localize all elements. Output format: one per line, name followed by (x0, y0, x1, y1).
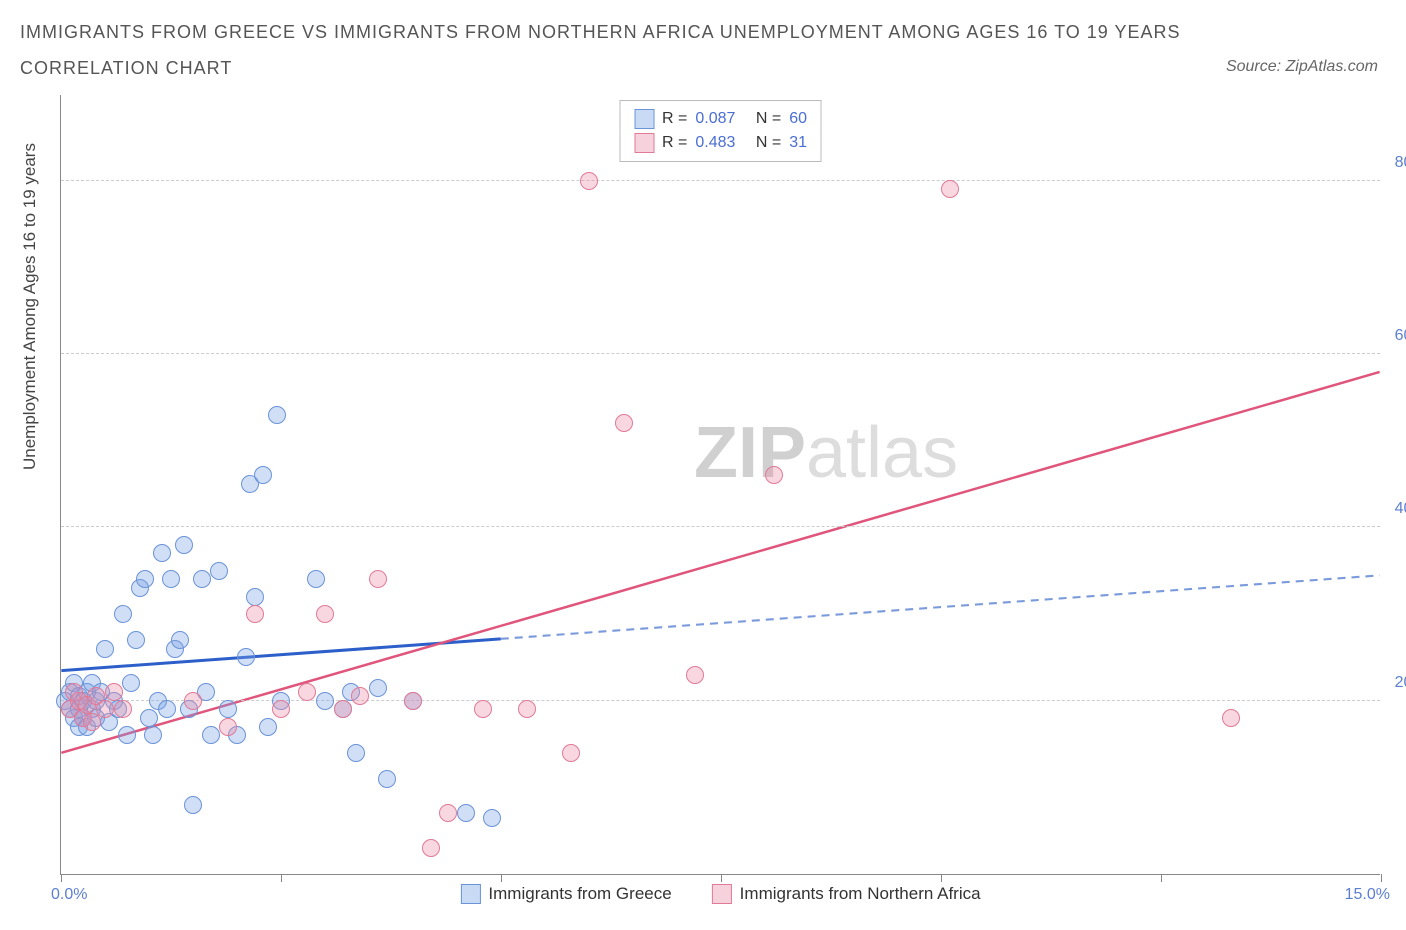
chart-title-line2: CORRELATION CHART (20, 58, 232, 79)
stats-swatch-series1 (634, 109, 654, 129)
data-point-greece (210, 562, 228, 580)
stats-N-value-series2: 31 (789, 131, 807, 155)
y-axis-tick-label: 20.0% (1395, 674, 1406, 692)
data-point-northern-africa (474, 700, 492, 718)
data-point-northern-africa (96, 700, 114, 718)
x-axis-tick (1381, 874, 1382, 882)
data-point-greece (114, 605, 132, 623)
legend-label-series2: Immigrants from Northern Africa (740, 884, 981, 904)
data-point-greece (316, 692, 334, 710)
data-point-northern-africa (272, 700, 290, 718)
data-point-greece (307, 570, 325, 588)
data-point-greece (254, 466, 272, 484)
data-point-northern-africa (686, 666, 704, 684)
y-axis-tick-label: 40.0% (1395, 500, 1406, 518)
x-axis-tick (941, 874, 942, 882)
data-point-northern-africa (246, 605, 264, 623)
grid-line (61, 700, 1380, 701)
data-point-greece (184, 796, 202, 814)
data-point-greece (144, 726, 162, 744)
data-point-greece (237, 648, 255, 666)
source-attribution: Source: ZipAtlas.com (1226, 58, 1378, 76)
data-point-northern-africa (184, 692, 202, 710)
data-point-northern-africa (334, 700, 352, 718)
data-point-northern-africa (580, 172, 598, 190)
stats-R-label: R = (662, 107, 687, 131)
data-point-northern-africa (941, 180, 959, 198)
stats-R-label: R = (662, 131, 687, 155)
stats-row-series2: R = 0.483 N = 31 (634, 131, 807, 155)
stats-R-value-series2: 0.483 (695, 131, 735, 155)
data-point-greece (136, 570, 154, 588)
data-point-greece (378, 770, 396, 788)
watermark: ZIPatlas (694, 412, 958, 494)
x-axis-tick (721, 874, 722, 882)
x-axis-max-label: 15.0% (1345, 886, 1390, 904)
data-point-greece (347, 744, 365, 762)
x-axis-tick (61, 874, 62, 882)
data-point-greece (127, 631, 145, 649)
data-point-northern-africa (105, 683, 123, 701)
grid-line (61, 353, 1380, 354)
x-axis-tick (281, 874, 282, 882)
x-axis-min-label: 0.0% (51, 886, 87, 904)
chart-title-line1: IMMIGRANTS FROM GREECE VS IMMIGRANTS FRO… (20, 22, 1181, 43)
legend: Immigrants from Greece Immigrants from N… (460, 884, 980, 904)
data-point-northern-africa (615, 414, 633, 432)
x-axis-tick (1161, 874, 1162, 882)
data-point-northern-africa (422, 839, 440, 857)
data-point-greece (122, 674, 140, 692)
data-point-northern-africa (369, 570, 387, 588)
data-point-northern-africa (404, 692, 422, 710)
data-point-greece (483, 809, 501, 827)
data-point-northern-africa (765, 466, 783, 484)
data-point-greece (246, 588, 264, 606)
data-point-northern-africa (439, 804, 457, 822)
grid-line (61, 180, 1380, 181)
data-point-greece (202, 726, 220, 744)
data-point-greece (140, 709, 158, 727)
watermark-light: atlas (806, 413, 958, 493)
data-point-northern-africa (351, 687, 369, 705)
data-point-northern-africa (298, 683, 316, 701)
data-point-greece (268, 406, 286, 424)
data-point-northern-africa (219, 718, 237, 736)
legend-swatch-series1 (460, 884, 480, 904)
data-point-greece (219, 700, 237, 718)
data-point-greece (162, 570, 180, 588)
legend-item-series1: Immigrants from Greece (460, 884, 671, 904)
data-point-northern-africa (114, 700, 132, 718)
data-point-greece (259, 718, 277, 736)
legend-swatch-series2 (712, 884, 732, 904)
data-point-greece (171, 631, 189, 649)
data-point-greece (175, 536, 193, 554)
data-point-northern-africa (316, 605, 334, 623)
data-point-northern-africa (562, 744, 580, 762)
stats-N-label: N = (756, 107, 781, 131)
legend-label-series1: Immigrants from Greece (488, 884, 671, 904)
data-point-northern-africa (518, 700, 536, 718)
scatter-chart: ZIPatlas R = 0.087 N = 60 R = 0.483 N = … (60, 95, 1380, 875)
stats-N-label: N = (756, 131, 781, 155)
data-point-greece (118, 726, 136, 744)
grid-line (61, 526, 1380, 527)
y-axis-title: Unemployment Among Ages 16 to 19 years (20, 143, 40, 470)
data-point-greece (153, 544, 171, 562)
data-point-greece (457, 804, 475, 822)
correlation-stats-box: R = 0.087 N = 60 R = 0.483 N = 31 (619, 100, 822, 162)
stats-row-series1: R = 0.087 N = 60 (634, 107, 807, 131)
data-point-greece (158, 700, 176, 718)
x-axis-tick (501, 874, 502, 882)
stats-swatch-series2 (634, 133, 654, 153)
data-point-greece (193, 570, 211, 588)
data-point-greece (96, 640, 114, 658)
y-axis-tick-label: 80.0% (1395, 154, 1406, 172)
stats-R-value-series1: 0.087 (695, 107, 735, 131)
data-point-greece (369, 679, 387, 697)
watermark-bold: ZIP (694, 413, 806, 493)
y-axis-tick-label: 60.0% (1395, 327, 1406, 345)
stats-N-value-series1: 60 (789, 107, 807, 131)
legend-item-series2: Immigrants from Northern Africa (712, 884, 981, 904)
data-point-northern-africa (1222, 709, 1240, 727)
